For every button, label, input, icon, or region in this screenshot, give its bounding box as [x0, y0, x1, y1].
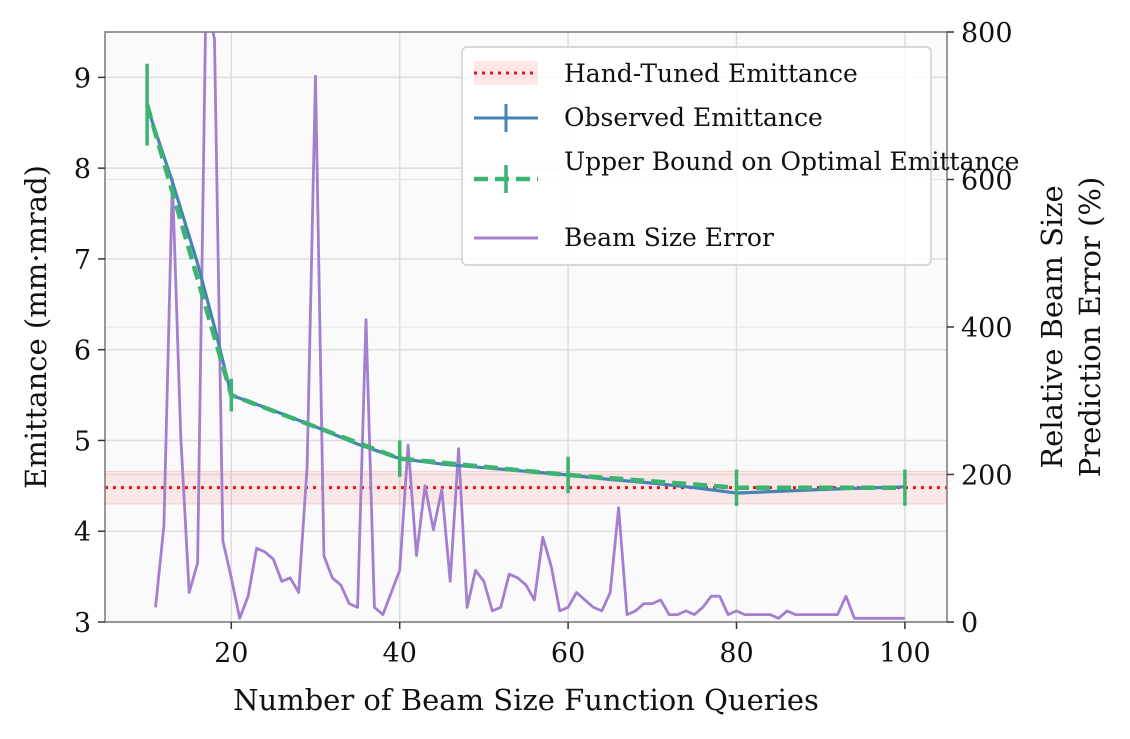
y-axis-title: Emittance (mm·mrad)	[19, 165, 53, 489]
axes-layer: 20 40 60 80 100 3 4 5 6 7 8 9 0 200 400 600 800	[74, 18, 1013, 669]
beam-size-error-line	[154, 32, 905, 620]
series-layer	[144, 32, 907, 620]
legend-box	[461, 46, 932, 266]
y-tick-label-4: 4	[74, 517, 91, 548]
y2-axis-title-line1: Relative Beam Size	[1035, 185, 1069, 468]
y2-tick-label-800: 800	[961, 18, 1013, 49]
upper-bound-line	[144, 103, 905, 490]
y-tick-label-3: 3	[74, 608, 91, 639]
x-tick-label-100: 100	[879, 638, 931, 669]
y2-tick-label-200: 200	[961, 461, 1013, 492]
legend-label-upper-bound-text: Upper Bound on Optimal Emittance	[564, 147, 1019, 176]
hand-tuned-band-layer	[105, 470, 947, 505]
legend-label-upper-bound: Upper Bound on Optimal Emittance	[564, 147, 1019, 176]
y2-tick-label-0: 0	[961, 608, 978, 639]
legend-label-hand-tuned: Hand-Tuned Emittance	[564, 59, 858, 88]
x-tick-label-80: 80	[719, 638, 753, 669]
y-tick-label-9: 9	[74, 63, 91, 94]
observed-emittance-line	[145, 105, 905, 495]
x-tick-label-40: 40	[383, 638, 417, 669]
legend: Hand-Tuned Emittance Observed Emittance …	[461, 46, 1019, 266]
legend-label-beam-error: Beam Size Error	[564, 223, 774, 252]
y2-tick-label-400: 400	[961, 313, 1013, 344]
y2-tick-label-600: 600	[961, 166, 1013, 197]
legend-label-observed: Observed Emittance	[564, 103, 823, 132]
x-axis-title: Number of Beam Size Function Queries	[233, 683, 819, 717]
y-tick-label-8: 8	[74, 154, 91, 185]
y2-axis-title-line2: Prediction Error (%)	[1073, 177, 1107, 478]
y-tick-label-7: 7	[74, 245, 91, 276]
x-tick-label-60: 60	[551, 638, 585, 669]
x-tick-label-20: 20	[214, 638, 248, 669]
y-tick-label-5: 5	[74, 426, 91, 457]
y-tick-label-6: 6	[74, 336, 91, 367]
